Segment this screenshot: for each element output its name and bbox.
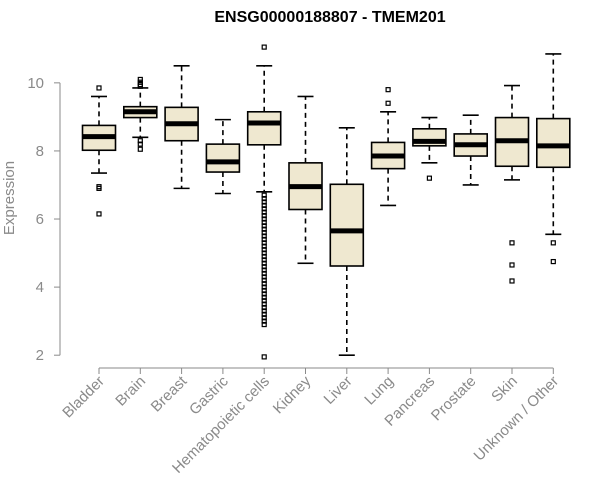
- outlier-point: [509, 240, 515, 246]
- box-group: [329, 126, 365, 356]
- x-category-label: Skin: [488, 373, 521, 406]
- y-axis-label: Expression: [1, 161, 18, 235]
- x-category-label: Breast: [148, 372, 191, 415]
- outlier-point: [426, 175, 432, 181]
- y-axis: 2 4 6 8 10: [27, 75, 61, 364]
- box-group: [123, 76, 158, 152]
- box-iqr: [205, 143, 241, 173]
- outlier-point: [137, 83, 143, 89]
- chart-title: ENSG00000188807 - TMEM201: [214, 9, 445, 26]
- box-series: [81, 44, 571, 360]
- outlier-point: [137, 76, 143, 83]
- x-category-label: Prostate: [428, 373, 480, 425]
- outlier-point: [96, 185, 102, 191]
- outlier-point: [509, 278, 515, 284]
- box-group: [453, 114, 489, 186]
- box-group: [246, 44, 282, 360]
- box-iqr: [246, 110, 282, 146]
- y-tick-label: 6: [36, 211, 44, 228]
- box-group: [494, 84, 530, 284]
- box-group: [370, 87, 406, 207]
- x-category-label: Liver: [321, 373, 356, 408]
- x-category-label: Kidney: [270, 372, 315, 417]
- outlier-point: [96, 85, 102, 91]
- box-group: [288, 95, 323, 265]
- outlier-point: [261, 44, 267, 50]
- outlier-point: [261, 354, 267, 360]
- y-tick-label: 4: [36, 279, 44, 296]
- outlier-point: [137, 141, 143, 147]
- outlier-point: [509, 262, 515, 268]
- box-group: [164, 65, 199, 190]
- outlier-point: [550, 258, 556, 265]
- box-group: [412, 116, 447, 181]
- x-category-label: Bladder: [59, 373, 108, 422]
- box-group: [535, 53, 571, 265]
- outlier-point: [261, 321, 267, 328]
- outlier-point: [385, 87, 391, 93]
- box-group: [81, 85, 117, 217]
- y-tick-label: 10: [27, 75, 44, 92]
- outlier-point: [385, 100, 391, 106]
- box-iqr: [329, 183, 365, 267]
- y-tick-label: 8: [36, 143, 44, 160]
- box-group: [205, 118, 241, 195]
- y-tick-label: 2: [36, 347, 44, 364]
- box-iqr: [535, 117, 571, 169]
- outlier-point: [96, 211, 102, 217]
- x-category-label: Lung: [361, 373, 397, 409]
- outlier-point: [550, 240, 556, 246]
- outlier-point: [137, 146, 143, 152]
- x-category-label: Brain: [112, 373, 149, 410]
